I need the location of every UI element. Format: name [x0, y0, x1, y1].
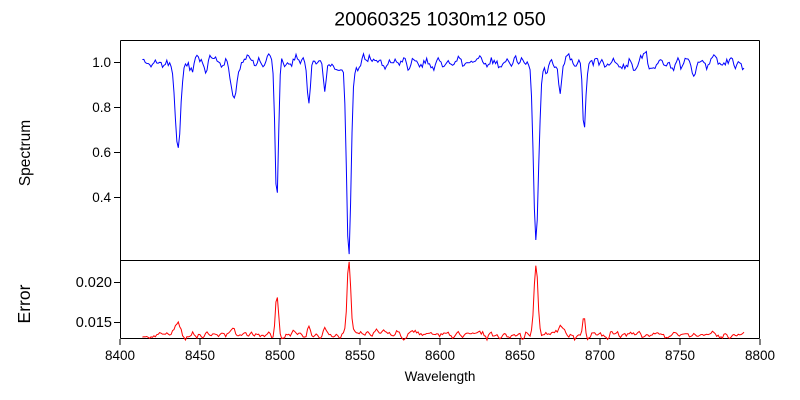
svg-text:8500: 8500 — [265, 348, 295, 363]
svg-text:0.015: 0.015 — [76, 315, 112, 331]
svg-text:0.6: 0.6 — [92, 145, 111, 160]
svg-text:8400: 8400 — [105, 348, 135, 363]
svg-text:Wavelength: Wavelength — [405, 369, 476, 384]
svg-text:Error: Error — [14, 284, 34, 323]
svg-text:0.8: 0.8 — [92, 100, 111, 115]
svg-text:0.020: 0.020 — [76, 275, 112, 291]
svg-text:8650: 8650 — [505, 348, 535, 363]
svg-text:8550: 8550 — [345, 348, 375, 363]
svg-text:8450: 8450 — [185, 348, 215, 363]
svg-text:8700: 8700 — [585, 348, 615, 363]
svg-text:0.4: 0.4 — [92, 190, 111, 205]
svg-text:8600: 8600 — [425, 348, 455, 363]
svg-text:Spectrum: Spectrum — [17, 120, 34, 186]
svg-text:8800: 8800 — [745, 348, 775, 363]
svg-text:1.0: 1.0 — [92, 55, 111, 70]
svg-text:20060325 1030m12 050: 20060325 1030m12 050 — [334, 9, 546, 31]
svg-text:8750: 8750 — [665, 348, 695, 363]
